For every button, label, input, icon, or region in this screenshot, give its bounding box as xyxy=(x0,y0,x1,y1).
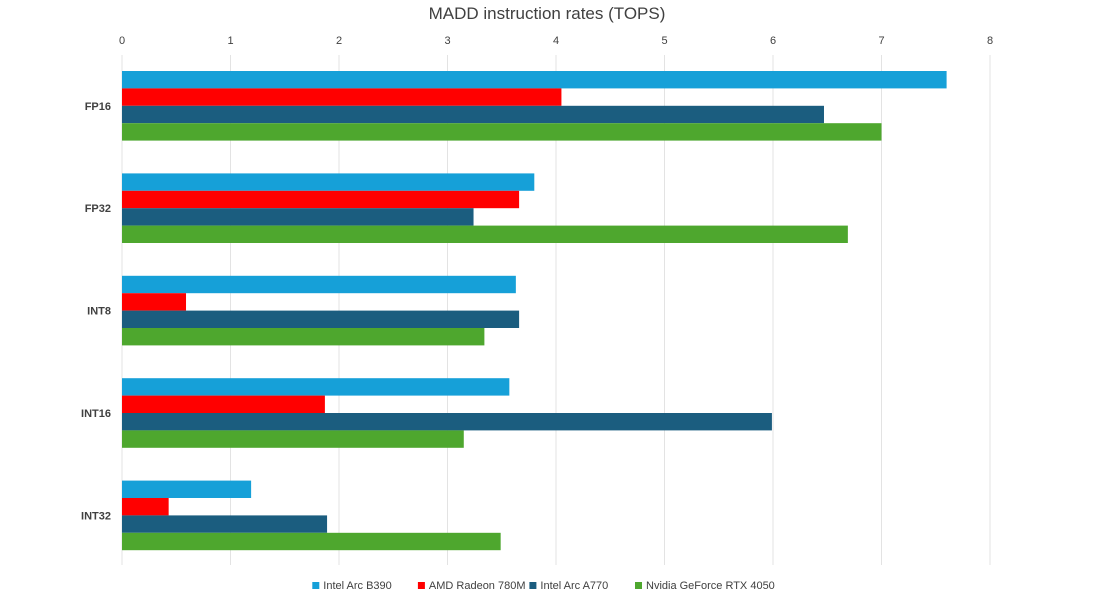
bar xyxy=(122,328,485,346)
bar xyxy=(122,225,848,243)
x-tick-label: 6 xyxy=(770,35,776,47)
bar xyxy=(122,105,824,124)
x-axis-ticks: 0 1 2 3 4 5 6 7 8 xyxy=(119,35,993,47)
legend-item: AMD Radeon 780M xyxy=(417,580,526,592)
bar xyxy=(122,190,520,209)
x-tick-label: 0 xyxy=(119,35,125,47)
category-label: INT32 xyxy=(81,510,111,522)
bar xyxy=(122,208,474,226)
bar xyxy=(122,430,464,448)
category-label: FP16 xyxy=(85,101,111,113)
x-tick-label: 7 xyxy=(878,35,884,47)
bars xyxy=(122,71,947,551)
category-labels: FP16 FP32 INT8 INT16 INT32 xyxy=(81,101,111,523)
x-tick-label: 4 xyxy=(553,35,559,47)
bar xyxy=(122,173,535,191)
bar xyxy=(122,413,772,431)
legend-label: Nvidia GeForce RTX 4050 xyxy=(646,580,775,592)
category-label: INT8 xyxy=(87,306,111,318)
bar xyxy=(122,498,169,516)
legend-swatch xyxy=(312,582,320,589)
bar xyxy=(122,515,328,533)
bar xyxy=(122,532,501,551)
bar xyxy=(122,395,325,413)
legend-swatch xyxy=(417,582,425,589)
bar xyxy=(122,480,252,498)
legend-label: AMD Radeon 780M xyxy=(429,580,526,592)
x-tick-label: 1 xyxy=(227,35,233,47)
bar xyxy=(122,275,516,294)
legend-swatch xyxy=(635,582,642,589)
bar xyxy=(122,88,562,106)
legend-item: Intel Arc B390 xyxy=(312,580,392,592)
x-tick-label: 3 xyxy=(444,35,450,47)
bar xyxy=(122,71,947,89)
legend-item: Nvidia GeForce RTX 4050 xyxy=(635,580,775,592)
category-label: FP32 xyxy=(85,203,111,215)
bar xyxy=(122,123,882,141)
legend-item: Intel Arc A770 xyxy=(529,580,608,592)
legend-label: Intel Arc B390 xyxy=(323,580,392,592)
legend: Intel Arc B390 AMD Radeon 780M Intel Arc A… xyxy=(312,580,775,592)
bar xyxy=(122,378,510,396)
x-tick-label: 2 xyxy=(336,35,342,47)
bar xyxy=(122,293,187,311)
x-tick-label: 8 xyxy=(987,35,993,47)
category-label: INT16 xyxy=(81,408,111,420)
chart-title: MADD instruction rates (TOPS) xyxy=(429,4,666,23)
legend-swatch xyxy=(529,582,537,589)
legend-label: Intel Arc A770 xyxy=(540,580,608,592)
x-tick-label: 5 xyxy=(661,35,667,47)
bar xyxy=(122,310,520,328)
